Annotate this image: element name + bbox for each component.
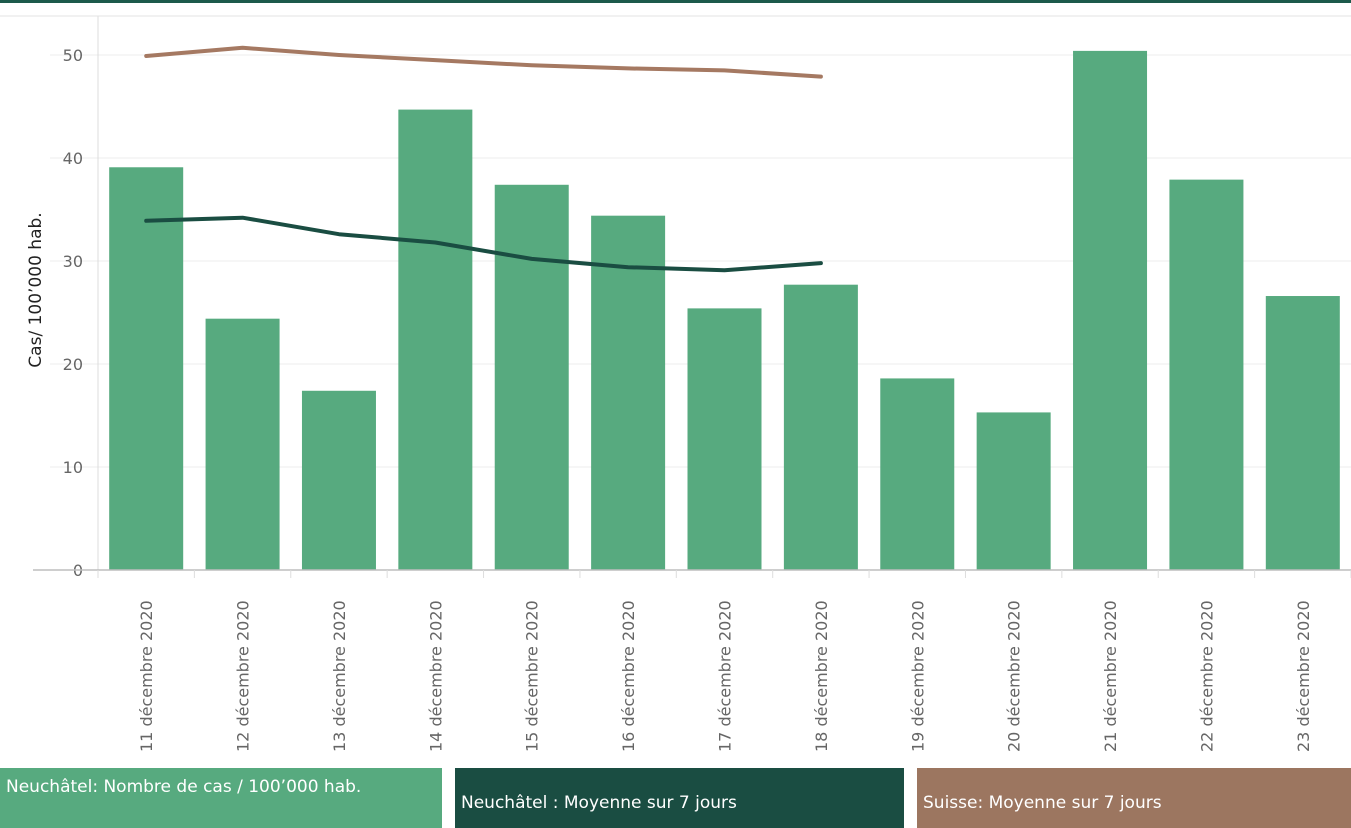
bar[interactable]: [591, 215, 666, 570]
x-tick-label: 15 décembre 2020: [523, 600, 542, 752]
y-axis-label: Cas/ 100’000 hab.: [26, 212, 46, 367]
y-tick-label: 30: [63, 252, 83, 271]
bar[interactable]: [1073, 50, 1148, 570]
y-tick-label: 10: [63, 458, 83, 477]
bar[interactable]: [687, 308, 762, 570]
x-tick-label: 16 décembre 2020: [619, 600, 638, 752]
x-tick-label: 17 décembre 2020: [716, 600, 735, 752]
legend-neuchatel-cases-label: Neuchâtel: Nombre de cas / 100’000 hab.: [6, 777, 362, 797]
y-tick-label: 50: [63, 46, 83, 65]
x-tick-label: 14 décembre 2020: [426, 600, 445, 752]
bar[interactable]: [1265, 296, 1340, 570]
legend-neuchatel-avg: Neuchâtel : Moyenne sur 7 jours: [455, 768, 904, 828]
y-tick-label: 40: [63, 149, 83, 168]
bars: [109, 50, 1340, 570]
x-tick-label: 20 décembre 2020: [1005, 600, 1024, 752]
legend-suisse-avg: Suisse: Moyenne sur 7 jours: [917, 768, 1351, 828]
bar[interactable]: [109, 167, 184, 570]
legend-suisse-avg-label: Suisse: Moyenne sur 7 jours: [923, 793, 1162, 813]
top-accent-bar: [0, 0, 1351, 3]
bar[interactable]: [398, 109, 473, 570]
bar[interactable]: [783, 284, 858, 570]
x-tick-label: 12 décembre 2020: [234, 600, 253, 752]
line-neuchatel-avg[interactable]: [144, 215, 823, 273]
legend-neuchatel-cases: Neuchâtel: Nombre de cas / 100’000 hab.: [0, 768, 442, 828]
bar[interactable]: [494, 184, 569, 570]
x-tick-label: 18 décembre 2020: [812, 600, 831, 752]
x-tick-label: 19 décembre 2020: [908, 600, 927, 752]
x-tick-label: 13 décembre 2020: [330, 600, 349, 752]
grid-lines: [0, 15, 1351, 578]
x-tick-label: 22 décembre 2020: [1197, 600, 1216, 752]
bar[interactable]: [1169, 179, 1244, 570]
bar[interactable]: [880, 378, 955, 570]
bar[interactable]: [976, 412, 1051, 570]
x-tick-label: 11 décembre 2020: [137, 600, 156, 752]
x-tick-label: 23 décembre 2020: [1294, 600, 1313, 752]
bar[interactable]: [205, 318, 280, 570]
legend-neuchatel-avg-label: Neuchâtel : Moyenne sur 7 jours: [461, 793, 737, 813]
y-tick-label: 20: [63, 355, 83, 374]
bar[interactable]: [301, 390, 376, 570]
x-tick-label: 21 décembre 2020: [1101, 600, 1120, 752]
x-axis: 11 décembre 2020 12 décembre 2020 13 décem…: [33, 569, 1351, 752]
line-suisse-avg[interactable]: [144, 45, 823, 79]
lines: [144, 45, 823, 273]
